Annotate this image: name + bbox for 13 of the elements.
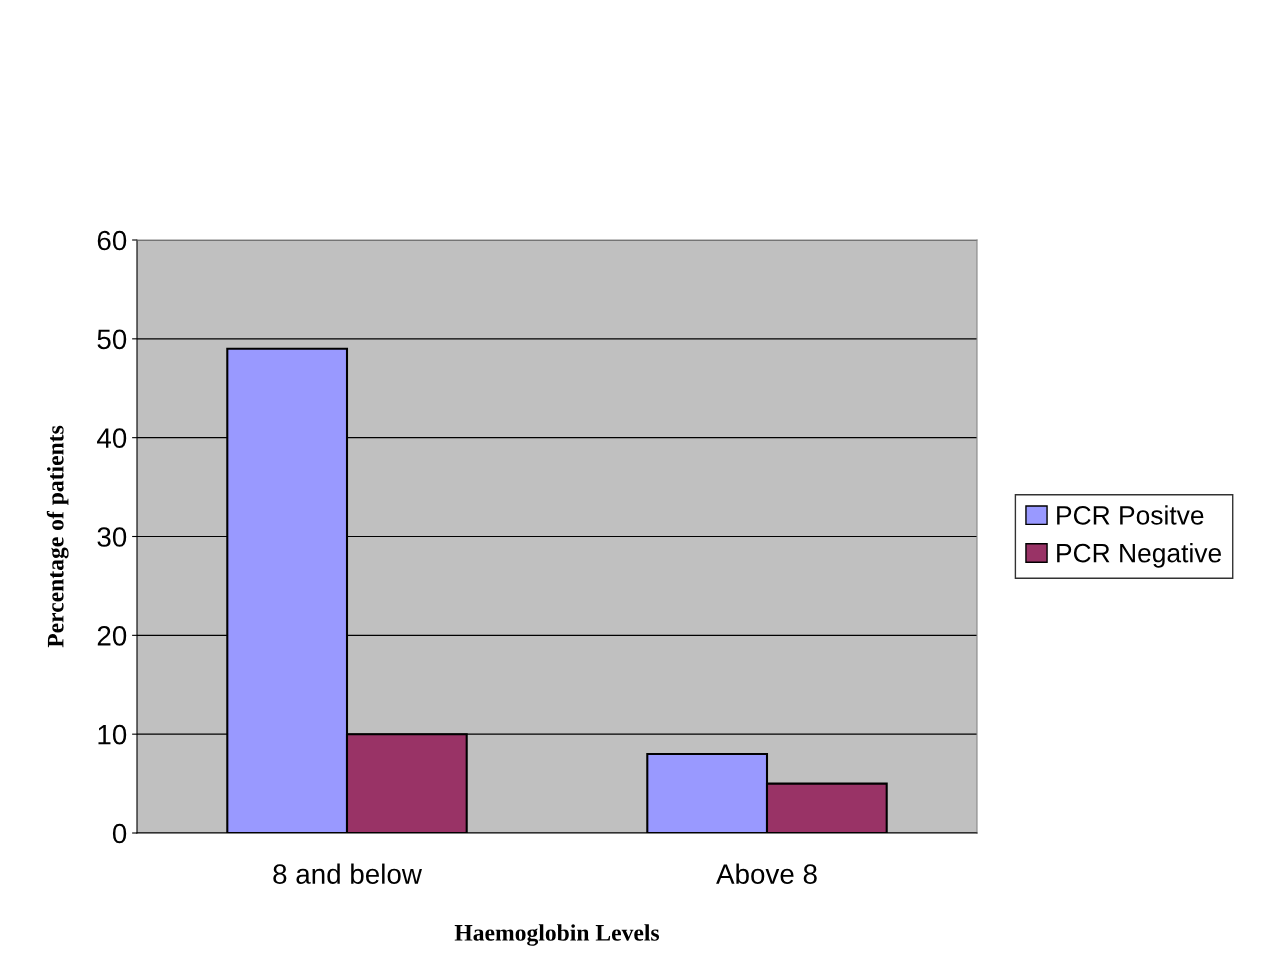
y-tick-label: 10	[98, 724, 127, 745]
y-tick-label: 50	[97, 329, 127, 350]
x-tick-label: 8 and below	[273, 863, 422, 884]
y-tick-label: 40	[97, 428, 127, 449]
y-tick-label: 20	[97, 626, 127, 646]
y-axis-title: Percentage of patients	[46, 425, 69, 648]
legend-label: PCR Negative	[1057, 543, 1221, 568]
y-tick-label: 0	[112, 823, 127, 844]
y-tick-label: 60	[97, 230, 127, 251]
x-axis-title: Haemoglobin Levels	[454, 924, 660, 946]
y-tick-label: 30	[97, 527, 127, 547]
legend-label: PCR Positve	[1057, 505, 1204, 525]
x-tick-label: Above 8	[716, 863, 817, 884]
